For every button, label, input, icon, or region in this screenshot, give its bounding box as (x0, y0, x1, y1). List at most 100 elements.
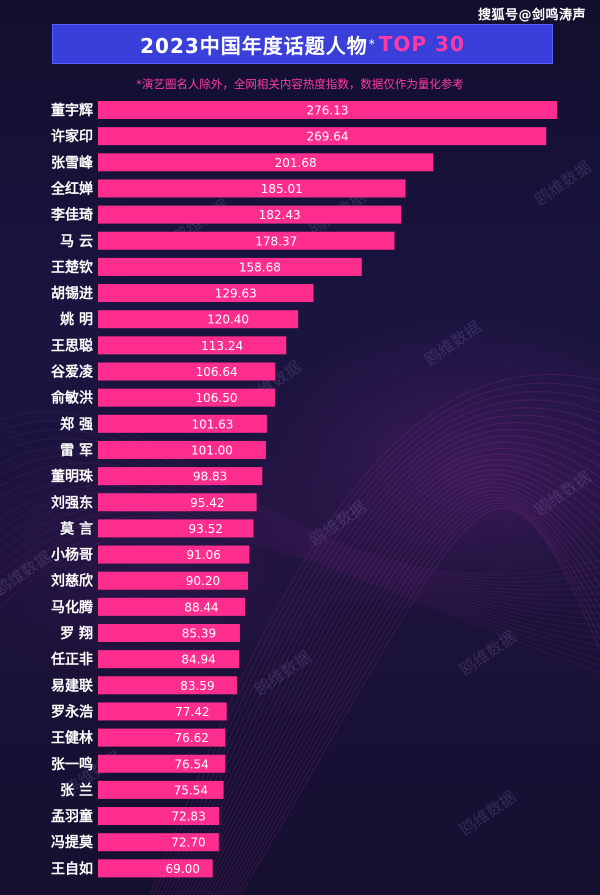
category-label: 小杨哥 (51, 547, 93, 564)
value-label: 106.50 (196, 391, 238, 405)
bar (98, 179, 406, 198)
value-label: 101.00 (191, 443, 233, 457)
wave-line (225, 496, 600, 895)
category-label: 王自如 (51, 860, 93, 877)
category-label: 刘强东 (51, 494, 93, 511)
bar (98, 205, 402, 224)
value-label: 276.13 (307, 104, 349, 118)
wave-line (239, 507, 600, 895)
category-label: 张雪峰 (51, 154, 94, 171)
category-label: 易建联 (51, 677, 94, 694)
value-label: 91.06 (187, 548, 221, 562)
bar (98, 101, 557, 119)
category-label: 王健林 (51, 730, 93, 747)
value-label: 72.83 (171, 810, 205, 824)
value-label: 129.63 (215, 287, 257, 301)
wave-line (228, 499, 600, 895)
bar (98, 257, 362, 276)
category-label: 姚 明 (59, 311, 93, 328)
category-label: 罗 翔 (60, 625, 93, 642)
category-label: 马 云 (60, 234, 93, 250)
wave-line (210, 482, 600, 895)
wave-line (0, 477, 600, 614)
chart-subtitle: *演艺圈名人除外，全网相关内容热度指数，数据仅作为量化参考 (136, 77, 464, 91)
wave-line (232, 502, 600, 895)
bar (98, 388, 276, 407)
wave-line (181, 442, 600, 895)
value-label: 83.59 (180, 679, 214, 693)
title-banner: 2023中国年度话题人物 * TOP 30 (52, 24, 553, 64)
wave-line (149, 373, 600, 895)
bar (98, 545, 250, 564)
bar (98, 807, 220, 826)
category-label: 刘慈欣 (51, 573, 94, 590)
value-label: 76.54 (174, 757, 208, 771)
title-asterisk: * (368, 37, 375, 51)
wave-line (153, 382, 600, 895)
value-label: 93.52 (189, 522, 223, 536)
category-label: 孟羽童 (51, 808, 93, 825)
bar (98, 467, 263, 486)
category-label: 马化腾 (51, 599, 94, 616)
bar (98, 780, 224, 799)
category-label: 胡锡进 (51, 285, 93, 302)
category-label: 莫 言 (59, 520, 93, 537)
value-label: 90.20 (186, 574, 220, 588)
bar (98, 153, 434, 172)
wave-line (0, 526, 600, 667)
wave-line (199, 469, 600, 895)
value-label: 113.24 (201, 339, 243, 353)
value-label: 72.70 (171, 836, 205, 850)
bar (98, 571, 248, 590)
category-label: 张一鸣 (51, 756, 93, 773)
value-label: 182.43 (259, 208, 301, 222)
wave-line (221, 493, 600, 895)
bar (98, 440, 266, 459)
chart-title: 2023中国年度话题人物 (140, 33, 368, 58)
bar (98, 493, 257, 512)
category-label: 董宇辉 (51, 102, 93, 119)
bar (98, 676, 237, 695)
category-label: 罗永浩 (51, 703, 93, 720)
wave-line (0, 531, 600, 673)
bar (98, 859, 213, 878)
category-label: 王楚钦 (51, 259, 93, 276)
value-label: 77.42 (175, 705, 209, 719)
wave-line (192, 459, 600, 895)
value-label: 95.42 (190, 496, 224, 510)
wave-line (217, 490, 600, 895)
bar (98, 231, 395, 250)
wave-line (0, 470, 600, 607)
wave-line (171, 422, 600, 895)
bar (98, 833, 219, 852)
bar (98, 754, 226, 773)
bar (98, 336, 287, 355)
category-label: 雷 军 (60, 442, 93, 459)
value-label: 84.94 (181, 653, 215, 667)
bar (98, 127, 547, 146)
title-top-badge: TOP 30 (378, 32, 465, 56)
bar (98, 519, 254, 538)
bar (98, 597, 246, 616)
value-label: 106.64 (196, 365, 238, 379)
category-label: 俞敏洪 (50, 390, 93, 407)
wave-line (178, 435, 600, 895)
wave-line (0, 462, 600, 601)
wave-line (185, 447, 600, 895)
bar (98, 650, 240, 669)
category-label: 许家印 (51, 128, 93, 145)
value-label: 76.62 (175, 731, 209, 745)
wave-line (196, 464, 600, 895)
value-label: 75.54 (174, 783, 208, 797)
category-label: 谷爱凌 (51, 364, 94, 381)
bar (98, 310, 299, 329)
value-label: 201.68 (275, 156, 317, 170)
category-label: 任正非 (50, 651, 93, 668)
value-label: 178.37 (255, 234, 297, 248)
bar (98, 284, 314, 303)
category-label: 张 兰 (60, 782, 93, 799)
bar (98, 414, 267, 433)
bar (98, 624, 240, 642)
